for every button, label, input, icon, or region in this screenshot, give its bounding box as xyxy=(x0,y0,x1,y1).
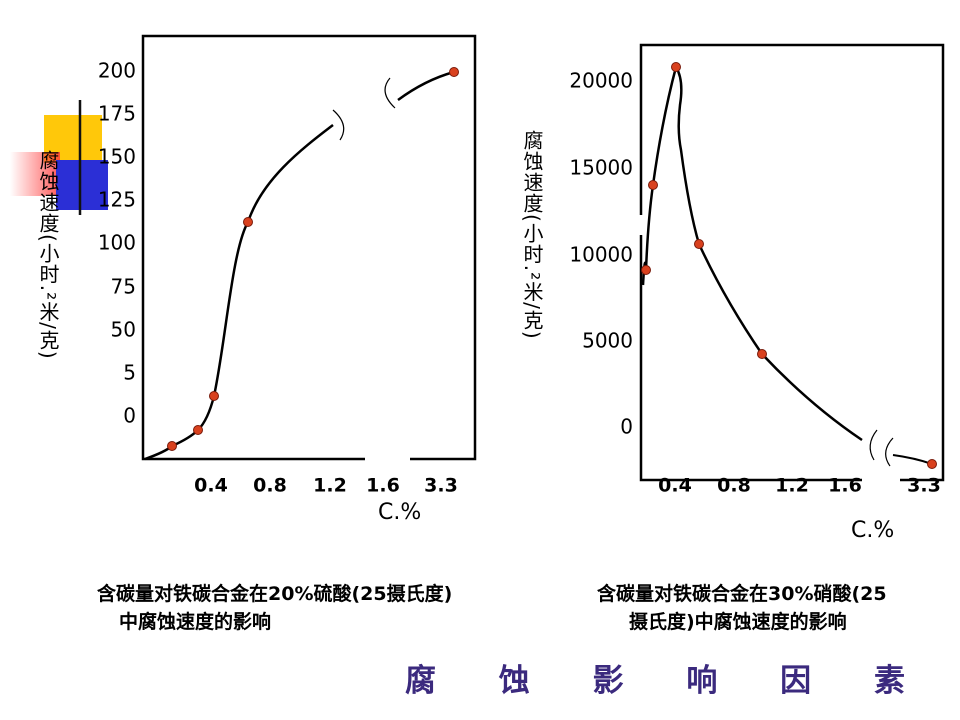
chart2-caption-line1: 含碳量对铁碳合金在30%硝酸(25 xyxy=(597,583,887,605)
chart1-xtick-label: 3.3 xyxy=(424,475,458,497)
chart2-axis-break-right xyxy=(885,437,894,467)
chart2-xtick-label: 0.4 xyxy=(658,475,692,497)
chart1-curve-upper xyxy=(397,70,455,102)
chart1-ytick-label: 150 xyxy=(98,145,136,169)
chart1-ytick-label: 0 xyxy=(123,404,136,428)
chart2-xtick-label: 0.8 xyxy=(717,475,751,497)
chart2-axis-break-left xyxy=(869,429,878,461)
chart1-xlabel: C.% xyxy=(378,500,422,525)
chart2-data-point xyxy=(757,349,767,359)
deco-red-fade xyxy=(10,152,60,196)
chart1-ytick-label: 100 xyxy=(98,231,136,255)
chart2-ytick-label: 5000 xyxy=(582,329,633,353)
chart1-frame xyxy=(141,34,477,461)
chart2-xtick-label: 1.6 xyxy=(828,475,862,497)
chart1-axis-break-left xyxy=(332,109,345,141)
chart1-xtick-label: 0.4 xyxy=(194,475,228,497)
chart2-xtick-label: 1.2 xyxy=(775,475,809,497)
chart2-ytick-label: 20000 xyxy=(569,69,633,93)
chart2-data-point xyxy=(641,265,651,275)
chart1-ytick-label: 200 xyxy=(98,59,136,83)
chart2-ytick-label: 10000 xyxy=(569,243,633,267)
chart2-caption: 含碳量对铁碳合金在30%硝酸(25 摄氏度)中腐蚀速度的影响 xyxy=(597,580,887,636)
chart2-data-point xyxy=(694,239,704,249)
chart2-ytick-label: 15000 xyxy=(569,156,633,180)
chart1-ytick-label: 50 xyxy=(111,318,136,342)
chart2-caption-line2: 摄氏度)中腐蚀速度的影响 xyxy=(629,611,847,633)
chart1-ytick-label: 75 xyxy=(111,275,136,299)
chart1-data-point xyxy=(209,391,219,401)
chart2-ylabel: 腐蚀速度(小时.²米/克) xyxy=(520,130,544,340)
chart1-ytick-label: 175 xyxy=(98,102,136,126)
chart2-xlabel: C.% xyxy=(851,518,895,543)
chart1-axis-break-right xyxy=(384,77,396,109)
chart1-xtick-label: 0.8 xyxy=(253,475,287,497)
chart1-caption: 含碳量对铁碳合金在20%硫酸(25摄氏度) 中腐蚀速度的影响 xyxy=(97,580,452,636)
chart1-caption-line1: 含碳量对铁碳合金在20%硫酸(25摄氏度) xyxy=(97,583,453,605)
chart1-data-point xyxy=(243,217,253,227)
chart2-data-point xyxy=(648,180,658,190)
chart1-ytick-label: 5 xyxy=(123,361,136,385)
chart2-ytick-label: 0 xyxy=(620,415,633,439)
slide-title: 腐 蚀 影 响 因 素 xyxy=(405,663,931,699)
chart1-xtick-label: 1.2 xyxy=(313,475,347,497)
chart1-ytick-label: 125 xyxy=(98,188,136,212)
chart2-data-point xyxy=(671,62,681,72)
chart1-data-point xyxy=(193,425,203,435)
chart2-frame xyxy=(639,43,945,482)
chart2-data-point xyxy=(927,459,937,469)
chart1-data-point xyxy=(167,441,177,451)
chart2-xtick-label: 3.3 xyxy=(907,475,941,497)
chart2-curve-tail xyxy=(892,454,933,465)
chart1-data-point xyxy=(449,67,459,77)
chart1-ylabel: 腐蚀速度(小时.²米/克) xyxy=(36,150,60,360)
chart2-curve xyxy=(641,63,863,442)
chart1-xtick-label: 1.6 xyxy=(366,475,400,497)
chart1-caption-line2: 中腐蚀速度的影响 xyxy=(119,611,272,633)
